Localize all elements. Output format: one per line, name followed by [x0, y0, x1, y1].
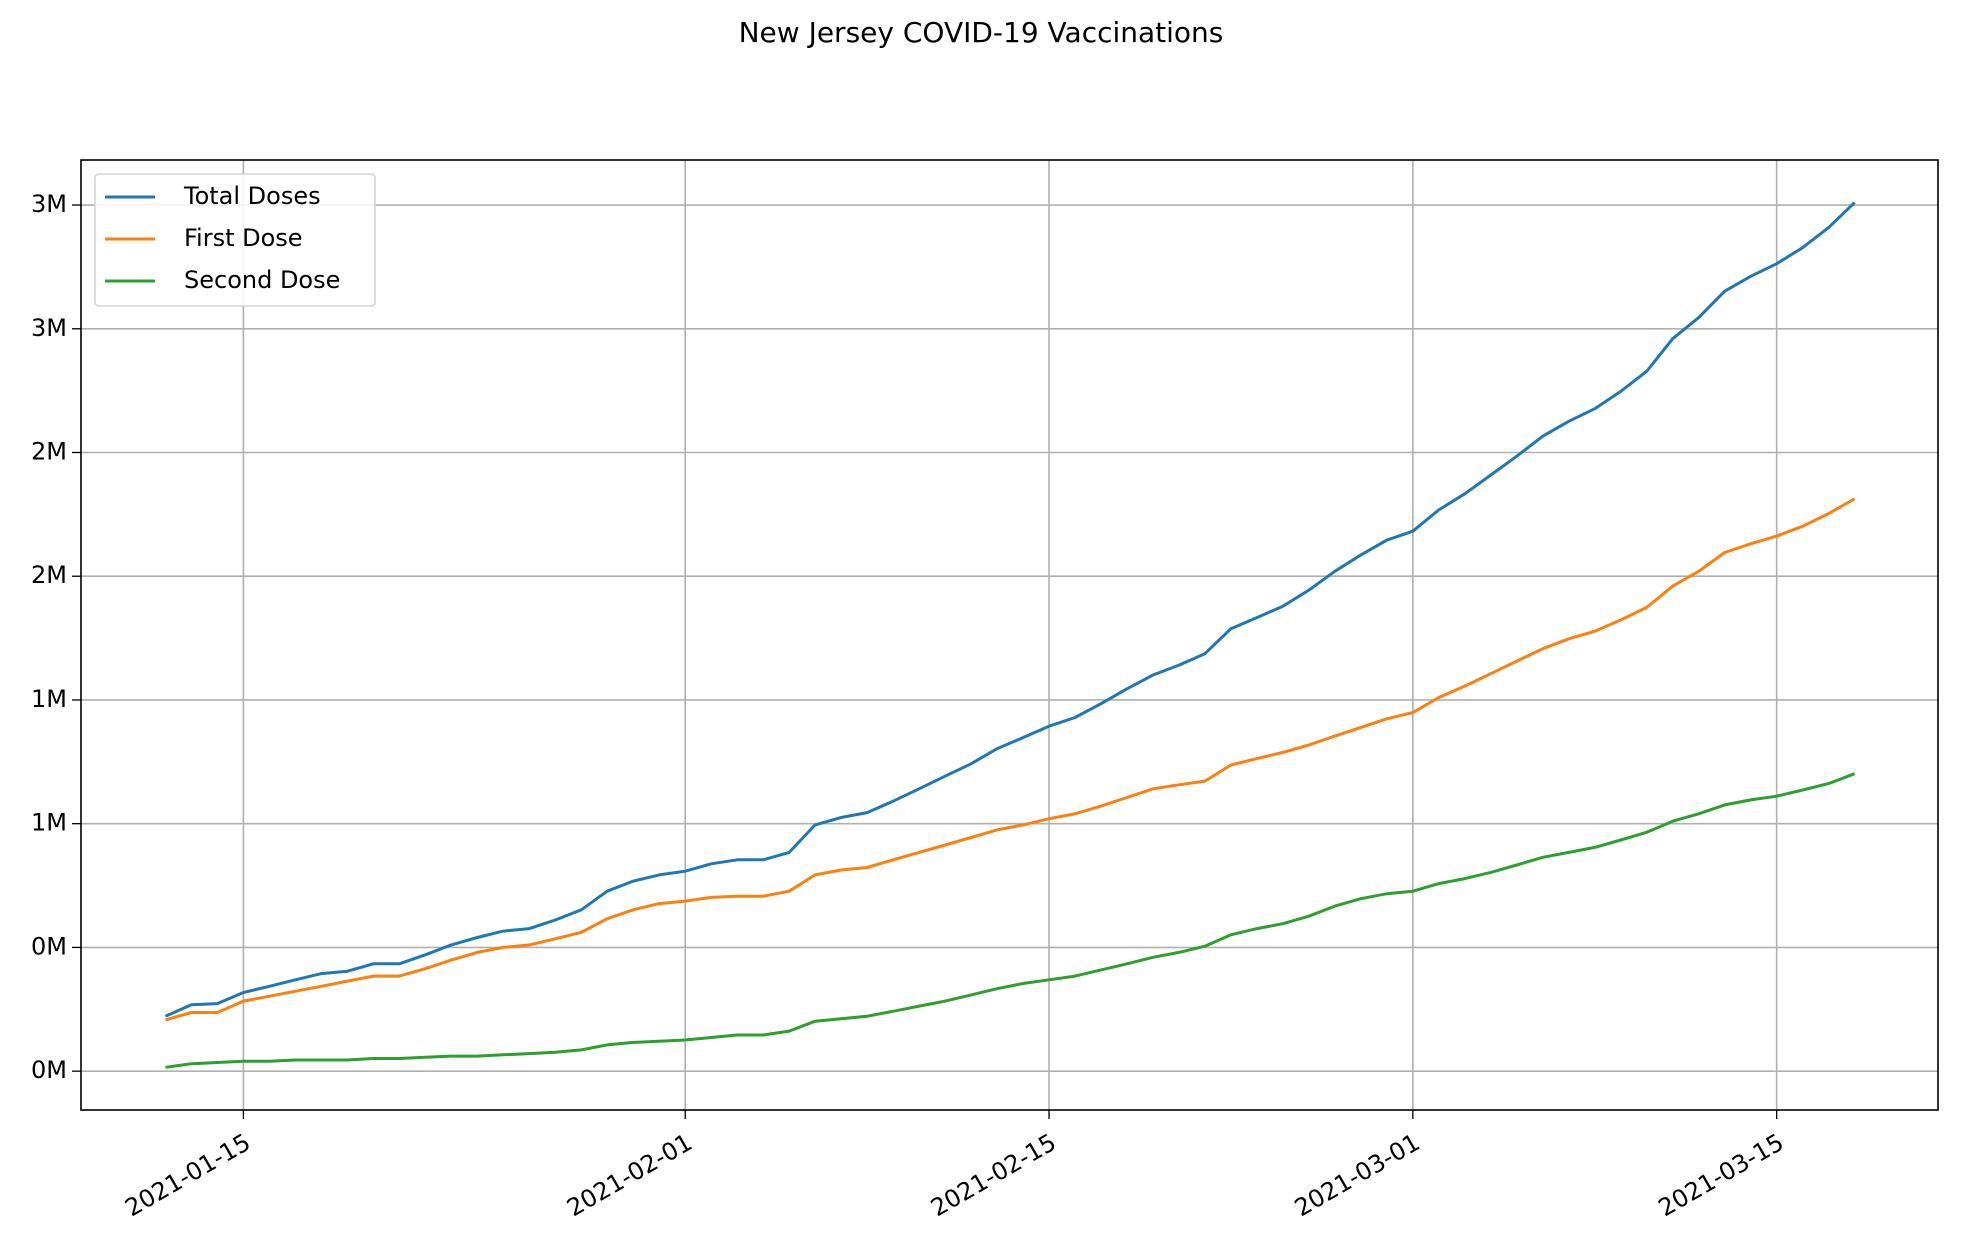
- legend-label: Total Doses: [183, 182, 321, 210]
- y-tick-label: 3M: [31, 190, 67, 218]
- y-tick-label: 1M: [31, 685, 67, 713]
- legend-label: First Dose: [184, 224, 303, 252]
- legend: Total Doses First Dose Second Dose: [94, 173, 376, 307]
- y-tick-label: 3M: [31, 314, 67, 342]
- series-line: [164, 201, 1856, 1018]
- series-line: [165, 772, 1856, 1069]
- y-tick-label: 2M: [31, 437, 67, 465]
- y-tick-label: 2M: [31, 561, 67, 589]
- y-tick-label: 0M: [31, 1056, 67, 1084]
- y-tick-label: 0M: [31, 932, 67, 960]
- legend-label: Second Dose: [184, 266, 340, 294]
- y-tick-label: 1M: [31, 809, 67, 837]
- plot-frame: [80, 159, 1939, 1111]
- chart-title: New Jersey COVID-19 Vaccinations: [739, 16, 1224, 49]
- series-line: [165, 497, 1856, 1022]
- legend-box: [94, 173, 376, 307]
